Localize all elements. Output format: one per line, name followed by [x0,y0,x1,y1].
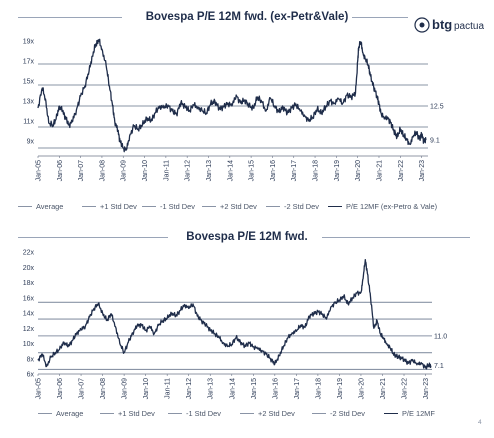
page-number: 4 [478,419,482,426]
chart2-xtick-17: Jan-22 [402,378,409,400]
chart2-xtick-6: Jan-11 [165,378,172,399]
chart1-plot: 9x 11x 13x 15x 17x 19x Jan-05 Jan-06 Jan-07 Jan-0… [23,38,444,182]
chart1-xtick-15: Jan-20 [355,160,362,182]
chart2-xtick-7: Jan-12 [186,378,193,400]
chart1-xtick-10: Jan-15 [249,160,256,182]
chart2-legend-plus2: +2 Std Dev [240,409,295,418]
chart1-xtick-4: Jan-09 [121,160,128,182]
chart1-xtick-8: Jan-13 [206,160,213,182]
chart1-xtick-0: Jan-05 [36,160,43,182]
chart1-xtick-16: Jan-21 [376,160,383,182]
chart1-legend-plus2: +2 Std Dev [202,202,257,211]
chart2-legend-minus2: -2 Std Dev [312,409,365,418]
chart2-ytick-2: 10x [23,341,35,348]
chart2-title-rule-left [18,237,168,238]
logo-brand: btg [432,17,452,32]
chart2-ytick-7: 20x [23,265,35,272]
chart2-xtick-14: Jan-19 [337,378,344,400]
btg-pactual-logo: btg pactual [414,17,484,33]
chart1-xtick-3: Jan-08 [99,160,106,182]
chart2-ytick-1: 8x [27,356,35,363]
chart1-xtick-13: Jan-18 [313,160,320,182]
logo-sub: pactual [454,21,484,32]
chart2-xtick-2: Jan-07 [79,378,86,400]
chart1-ytick-0: 9x [27,139,35,146]
chart1-title-rule-right [334,17,408,18]
chart2-xtick-11: Jan-16 [272,378,279,400]
chart2-xtick-15: Jan-20 [358,378,365,400]
chart1-xtick-6: Jan-11 [163,160,170,181]
chart2-legend-average: Average [38,409,83,418]
chart1-ytick-2: 13x [23,99,35,106]
chart2-xtick-3: Jan-08 [100,378,107,400]
chart2-plot: 6x 8x 10x 12x 14x 16x 18x 20x 22x Jan-05 Jan-06 Jan… [23,250,448,400]
chart1-xtick-7: Jan-12 [185,160,192,182]
chart2-xtick-0: Jan-05 [36,378,43,400]
chart2-legend: Average +1 Std Dev -1 Std Dev +2 Std Dev… [0,409,494,421]
chart1-title: Bovespa P/E 12M fwd. (ex-Petr&Vale) [141,11,353,23]
chart2-xtick-5: Jan-10 [143,378,150,400]
chart2-legend-series: P/E 12MF [384,409,435,418]
chart2-series-line-0 [37,258,432,370]
chart1-annotation-1: 9.1 [430,138,440,145]
chart2-title: Bovespa P/E 12M fwd. [182,231,312,243]
chart1-title-rule-left [18,17,122,18]
chart1-xtick-12: Jan-17 [291,160,298,182]
chart2-xtick-1: Jan-06 [57,378,64,400]
chart2-xtick-13: Jan-18 [315,378,322,400]
chart2-xtick-18: Jan-23 [423,378,430,400]
chart1-xtick-18: Jan-23 [419,160,426,182]
chart1-xtick-9: Jan-14 [227,160,234,182]
chart1-xtick-14: Jan-19 [334,160,341,182]
chart1-legend-series: P/E 12MF (ex-Petro & Vale) [328,202,437,211]
chart1-ytick-4: 17x [23,59,35,66]
chart1-ytick-1: 11x [23,119,34,126]
chart2-ytick-6: 18x [23,280,35,287]
chart2-xtick-16: Jan-21 [380,378,387,400]
chart2-title-rule-right [322,237,470,238]
chart1-xtick-2: Jan-07 [78,160,85,182]
chart1-ytick-5: 19x [23,39,35,46]
chart1-series-line-0 [37,38,427,153]
chart2-xtick-4: Jan-09 [122,378,129,400]
chart2-title-bar: Bovespa P/E 12M fwd. [0,229,494,245]
chart2-ytick-3: 12x [23,326,35,333]
chart1-legend: Average +1 Std Dev -1 Std Dev +2 Std Dev… [0,202,494,214]
chart1-xtick-1: Jan-06 [57,160,64,182]
chart1-legend-minus1: -1 Std Dev [142,202,195,211]
chart2-xtick-12: Jan-17 [294,378,301,400]
chart1-annotation-0: 12.5 [430,104,444,111]
chart2-ytick-8: 22x [23,250,35,257]
chart2-legend-minus1: -1 Std Dev [168,409,221,418]
chart2-annotation-0: 11.0 [434,333,447,340]
chart2-xtick-10: Jan-15 [251,378,258,400]
chart2-ytick-4: 14x [23,311,35,318]
chart1-xtick-11: Jan-16 [270,160,277,182]
chart2-annotation-1: 7.1 [434,363,444,370]
chart2-xtick-8: Jan-13 [208,378,215,400]
chart1-xtick-5: Jan-10 [142,160,149,182]
chart2-xtick-9: Jan-14 [229,378,236,400]
chart1-xtick-17: Jan-22 [398,160,405,182]
chart1-legend-minus2: -2 Std Dev [266,202,319,211]
chart2-ytick-0: 6x [27,372,35,379]
chart1-legend-plus1: +1 Std Dev [82,202,137,211]
chart1-ytick-3: 15x [23,79,35,86]
chart2-ytick-5: 16x [23,295,35,302]
chart1-legend-average: Average [18,202,63,211]
chart1-title-bar: Bovespa P/E 12M fwd. (ex-Petr&Vale) [0,9,494,25]
chart2-legend-plus1: +1 Std Dev [100,409,155,418]
